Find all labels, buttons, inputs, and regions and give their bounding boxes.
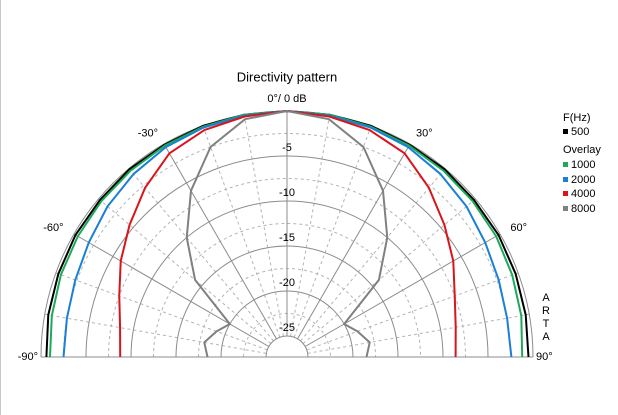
legend-swatch	[563, 162, 568, 167]
angle-label: 30°	[416, 127, 433, 139]
r-tick-label: -15	[279, 232, 295, 244]
minor-ring	[108, 178, 466, 358]
grid-spoke	[163, 143, 277, 340]
legend-swatch	[563, 177, 568, 182]
angle-label: -60°	[43, 222, 63, 234]
minor-spoke	[300, 168, 446, 342]
minor-ring	[153, 223, 421, 358]
angle-label: -90°	[18, 351, 38, 363]
watermark: ARTA	[540, 292, 552, 344]
legend-label: 1000	[571, 159, 595, 171]
minor-spoke	[243, 114, 284, 337]
legend-label: 500	[571, 126, 589, 138]
legend-swatch	[563, 206, 568, 211]
minor-spoke	[98, 198, 272, 344]
angle-label: 0°/ 0 dB	[267, 93, 306, 105]
r-tick-label: -25	[279, 322, 295, 334]
r-tick-label: -10	[279, 187, 295, 199]
minor-spoke	[307, 313, 530, 354]
legend-label: 8000	[571, 203, 595, 215]
angle-label: 90°	[536, 351, 553, 363]
grid-spoke	[297, 143, 411, 340]
minor-spoke	[306, 272, 519, 351]
legend-swatch	[563, 129, 568, 134]
directivity-curve	[185, 110, 389, 358]
minor-spoke	[302, 198, 476, 344]
grid	[40, 110, 534, 358]
chart-title: Directivity pattern	[237, 69, 337, 84]
curves	[45, 110, 530, 358]
minor-spoke	[290, 114, 331, 337]
labels: -5 -10 -15 -20 -25 -90° -60° -30° 0°/ 0 dB 30° 60°…	[18, 93, 553, 363]
grid-spoke	[73, 233, 270, 347]
minor-spoke	[293, 125, 372, 338]
legend-title: F(Hz)	[563, 112, 591, 124]
angle-label: -30°	[138, 127, 158, 139]
overlay-title: Overlay	[563, 144, 601, 156]
r-tick-label: -5	[282, 142, 292, 154]
minor-spoke	[55, 272, 268, 351]
minor-spoke	[44, 313, 267, 354]
legend-swatch	[563, 191, 568, 196]
minor-spoke	[202, 125, 281, 338]
legend: 500 1000 2000 4000 8000	[563, 126, 595, 215]
minor-spoke	[128, 168, 274, 342]
angle-label: 60°	[510, 222, 527, 234]
r-tick-label: -20	[279, 277, 295, 289]
legend-label: 4000	[571, 188, 595, 200]
grid-spoke	[304, 233, 501, 347]
legend-label: 2000	[571, 174, 595, 186]
